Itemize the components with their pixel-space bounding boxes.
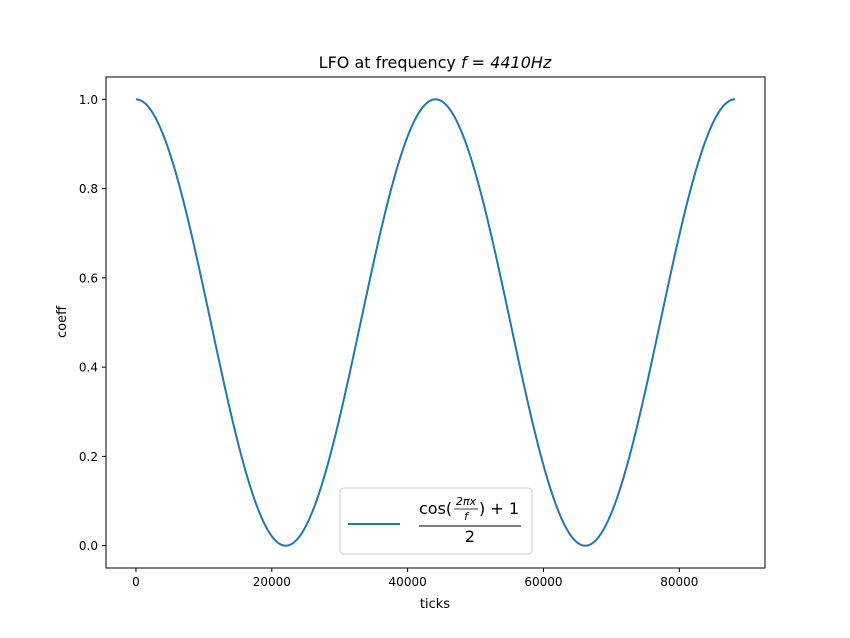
x-axis-label: ticks bbox=[420, 597, 450, 612]
x-tick-label: 20000 bbox=[253, 575, 291, 589]
x-tick-label: 80000 bbox=[660, 575, 698, 589]
y-axis-label: coeff bbox=[55, 305, 70, 338]
chart-title: LFO at frequency f = 4410Hz bbox=[319, 53, 552, 72]
legend-cos-text: cos( bbox=[419, 499, 452, 518]
y-tick-label: 0.2 bbox=[79, 450, 98, 464]
y-axis-ticks: 0.0 0.2 0.4 0.6 0.8 1.0 bbox=[79, 93, 106, 553]
legend-frac-denominator: f bbox=[464, 510, 470, 523]
y-tick-label: 0.0 bbox=[79, 539, 98, 553]
y-tick-label: 1.0 bbox=[79, 93, 98, 107]
x-tick-label: 40000 bbox=[389, 575, 427, 589]
y-tick-label: 0.8 bbox=[79, 182, 98, 196]
legend-frac-numerator: 2πx bbox=[456, 495, 477, 508]
legend-denominator: 2 bbox=[465, 527, 475, 546]
plot-area bbox=[105, 76, 766, 569]
series-line-lfo bbox=[135, 98, 736, 547]
legend-box bbox=[339, 487, 533, 555]
legend-tail-text: ) + 1 bbox=[479, 499, 519, 518]
y-tick-label: 0.6 bbox=[79, 271, 98, 285]
x-tick-label: 60000 bbox=[524, 575, 562, 589]
y-tick-label: 0.4 bbox=[79, 361, 98, 375]
x-axis-ticks: 0 20000 40000 60000 80000 bbox=[132, 568, 698, 589]
legend: cos( 2πx f ) + 1 2 bbox=[339, 487, 533, 555]
x-tick-label: 0 bbox=[132, 575, 140, 589]
